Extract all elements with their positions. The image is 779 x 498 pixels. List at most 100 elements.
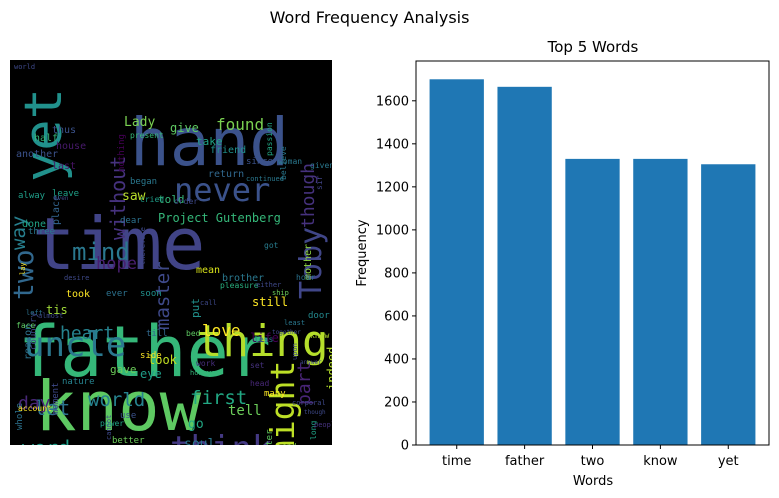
- cloud-word: answer: [300, 359, 322, 366]
- cloud-word: world: [88, 389, 146, 411]
- cloud-word: father: [18, 311, 271, 393]
- x-tick-label: time: [442, 454, 471, 469]
- cloud-word: ship: [272, 289, 289, 297]
- cloud-word: soul: [184, 437, 216, 445]
- cloud-word: face: [16, 321, 36, 330]
- cloud-word: give: [170, 121, 199, 135]
- cloud-word: day: [18, 393, 51, 414]
- cloud-word: first: [190, 387, 248, 409]
- cloud-word: power: [100, 419, 125, 428]
- y-tick-label: 200: [384, 395, 409, 410]
- cloud-word: found: [216, 115, 265, 134]
- cloud-word: less: [254, 335, 274, 344]
- cloud-word: Project Gutenberg: [158, 211, 281, 225]
- cloud-word: last: [52, 161, 77, 172]
- cloud-word: mind: [72, 238, 130, 266]
- cloud-word: bed: [186, 329, 201, 338]
- y-tick-label: 1200: [376, 180, 409, 195]
- cloud-word: knew: [310, 331, 330, 340]
- cloud-word: told: [158, 193, 185, 206]
- cloud-word: Lady: [124, 115, 156, 130]
- cloud-word: gave: [110, 363, 137, 376]
- y-tick-label: 1600: [376, 94, 409, 109]
- cloud-word: order: [174, 197, 199, 206]
- cloud-word: work: [196, 359, 216, 368]
- cloud-word: hand: [130, 104, 289, 181]
- cloud-word: go: [188, 417, 204, 432]
- cloud-word: life: [250, 331, 279, 345]
- cloud-word: leave: [52, 189, 80, 199]
- cloud-word: cried: [140, 195, 165, 204]
- bar-father: [497, 86, 552, 445]
- word-cloud: fathertimeknowhandyetthinguncleneverthou…: [10, 60, 332, 445]
- cloud-word: still: [252, 295, 289, 309]
- bar-two: [565, 158, 620, 445]
- cloud-word: house: [56, 141, 87, 152]
- cloud-word: almost: [38, 312, 64, 320]
- cloud-word: another: [16, 149, 59, 160]
- cloud-word: head: [250, 379, 270, 388]
- plot-frame: [415, 60, 770, 446]
- cloud-word: three: [28, 227, 56, 237]
- cloud-word: return: [208, 169, 245, 180]
- cloud-word: use: [120, 411, 137, 421]
- cloud-word: eye: [140, 367, 162, 381]
- cloud-word: thing: [196, 316, 329, 367]
- bar-time: [429, 79, 484, 446]
- cloud-word: ever: [106, 289, 128, 299]
- cloud-word: account: [18, 404, 52, 413]
- x-tick-label: father: [505, 454, 545, 469]
- bar-know: [633, 158, 688, 445]
- cloud-word: time: [32, 202, 206, 286]
- cloud-word: dear: [120, 216, 142, 226]
- cloud-word: end: [282, 443, 296, 446]
- cloud-word: call: [200, 299, 217, 307]
- cloud-word: corporal: [292, 399, 326, 407]
- cloud-word: even: [54, 195, 69, 202]
- cloud-word: took: [66, 289, 91, 300]
- cloud-word: half: [34, 133, 59, 144]
- cloud-word: since: [246, 157, 274, 167]
- cloud-word: never: [174, 171, 271, 209]
- chart-title: Top 5 Words: [547, 38, 639, 56]
- cloud-word: think: [170, 432, 272, 445]
- cloud-word: desire: [64, 274, 90, 282]
- cloud-word: left: [26, 309, 43, 317]
- cloud-word: side: [140, 351, 162, 361]
- y-tick-label: 0: [401, 439, 409, 454]
- cloud-word: many: [264, 389, 286, 399]
- cloud-word: least: [284, 319, 306, 327]
- cloud-word: better: [112, 436, 145, 446]
- cloud-word: woman: [278, 157, 303, 166]
- cloud-word: brother: [222, 273, 265, 284]
- cloud-word: let: [34, 396, 71, 420]
- cloud-word: either: [256, 281, 282, 289]
- cloud-word: present: [130, 131, 164, 140]
- cloud-word: word: [22, 438, 70, 445]
- x-tick-label: know: [643, 454, 678, 469]
- cloud-word: began: [130, 177, 158, 187]
- x-axis-label: Words: [573, 474, 613, 489]
- cloud-word: together: [272, 329, 301, 336]
- cloud-word: soon: [140, 289, 162, 299]
- cloud-word: continued: [246, 175, 284, 183]
- cloud-word: pleasure: [220, 281, 259, 290]
- cloud-word: till: [146, 329, 168, 339]
- cloud-word: mean: [196, 265, 221, 276]
- y-tick-label: 1400: [376, 137, 409, 152]
- x-tick-label: yet: [718, 454, 739, 469]
- cloud-word: done: [22, 219, 47, 230]
- y-tick-label: 800: [384, 266, 409, 281]
- cloud-word: know: [35, 367, 202, 445]
- cloud-word: love: [202, 321, 241, 340]
- cloud-word: however: [190, 369, 220, 377]
- cloud-word: world: [14, 63, 36, 71]
- cloud-word: nature: [62, 377, 95, 387]
- cloud-word: tis: [46, 303, 68, 317]
- cloud-word: thus: [52, 125, 77, 136]
- cloud-word: saw: [122, 189, 146, 204]
- y-tick-label: 1000: [376, 223, 409, 238]
- cloud-word: given: [310, 161, 332, 170]
- cloud-word: hope: [96, 254, 137, 274]
